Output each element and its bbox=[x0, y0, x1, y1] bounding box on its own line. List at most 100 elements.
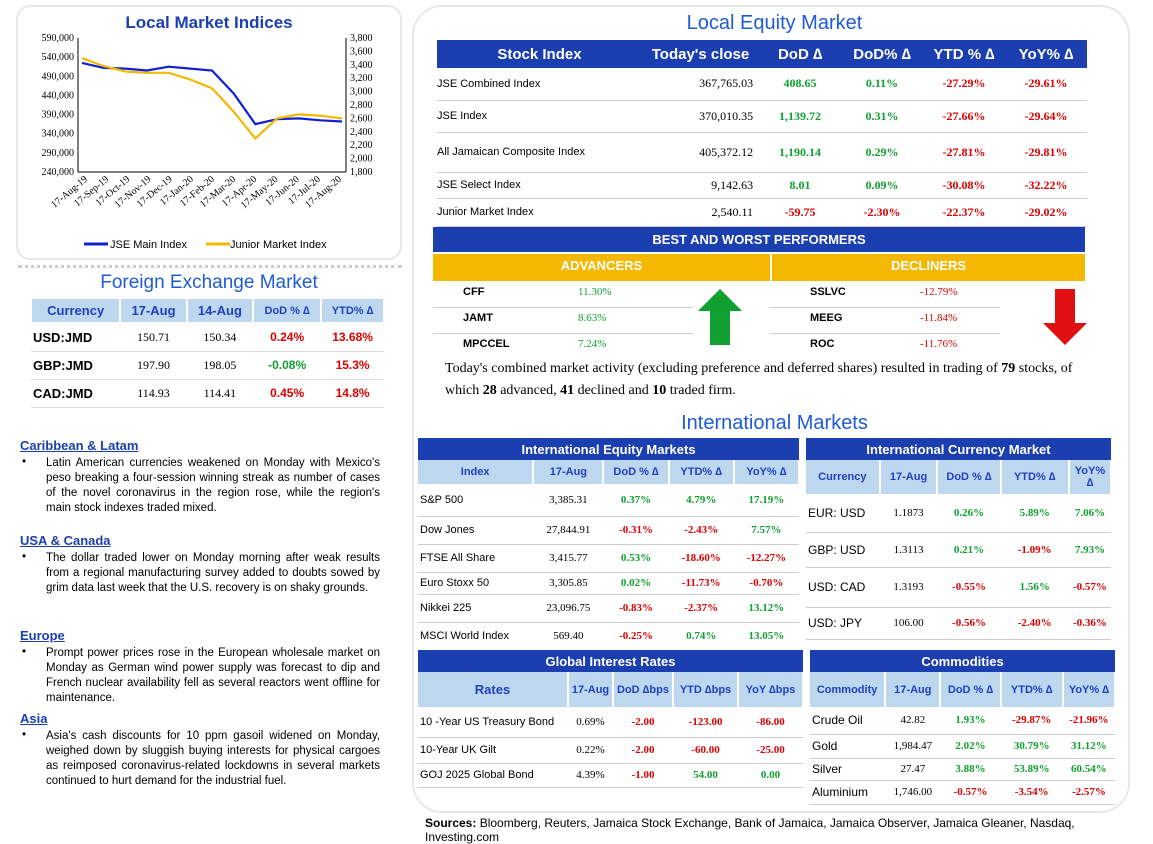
intl-currency-table: International Currency Market Currency 17-… bbox=[806, 438, 1113, 640]
right-tick-label: 2,400 bbox=[350, 127, 373, 138]
comm-yoy: -2.57% bbox=[1071, 786, 1106, 798]
market-indices-chart: 590,000 540,000 490,000 440,000 390,000 340,0… bbox=[42, 33, 373, 251]
ieq-row: Dow Jones 27,844.91 -0.31% -2.43% 7.57% bbox=[418, 516, 799, 544]
comm-header-cell: 17-Aug bbox=[885, 672, 942, 707]
sources-label: Sources: bbox=[425, 816, 477, 830]
comm-header-row: Commodity 17-Aug DoD % ∆ YTD% ∆ YoY% ∆ bbox=[810, 672, 1117, 707]
performer-symbol: MPCCEL bbox=[463, 338, 510, 350]
bullet-icon: • bbox=[22, 551, 27, 563]
rates-ytd: -123.00 bbox=[688, 715, 723, 728]
left-tick-label: 590,000 bbox=[42, 33, 75, 44]
fx-current: 114.93 bbox=[137, 385, 170, 400]
news-item: • Prompt power prices rose in the Europe… bbox=[20, 646, 380, 706]
summary-text-3: advanced, bbox=[496, 383, 561, 398]
ieq-yoy: 13.05% bbox=[748, 630, 785, 642]
right-tick-label: 2,800 bbox=[350, 100, 373, 111]
up-arrow-icon bbox=[698, 289, 742, 345]
equity-yoy: -29.64% bbox=[1024, 108, 1068, 123]
icur-ytd: 1.56% bbox=[1019, 581, 1050, 593]
ieq-name: Dow Jones bbox=[420, 524, 475, 536]
ieq-header-cell: DoD % ∆ bbox=[603, 460, 670, 484]
right-tick-label: 2,600 bbox=[350, 113, 373, 124]
fx-dod: -0.08% bbox=[268, 358, 307, 372]
equity-ytd: -27.29% bbox=[942, 76, 986, 91]
icur-header-cell: YoY% ∆ bbox=[1068, 460, 1113, 494]
comm-dod: -0.57% bbox=[953, 786, 988, 798]
icur-ytd: 5.89% bbox=[1019, 506, 1050, 519]
rates-header-cell: 17-Aug bbox=[568, 672, 614, 707]
ieq-row: FTSE All Share 3,415.77 0.53% -18.60% -1… bbox=[418, 544, 799, 572]
ieq-ytd: 4.79% bbox=[686, 493, 717, 506]
fx-header-cell: 14-Aug bbox=[185, 297, 255, 324]
ieq-row: S&P 500 3,385.31 0.37% 4.79% 17.19% bbox=[418, 484, 799, 516]
equity-table: Stock Index Today's close DoD ∆ DoD% ∆ YTD %… bbox=[437, 40, 1087, 227]
ieq-name: MSCI World Index bbox=[420, 630, 510, 642]
comm-header-cell: DoD % ∆ bbox=[940, 672, 1002, 707]
news-block: Europe • Prompt power prices rose in the… bbox=[20, 628, 380, 706]
rates-value: 4.39% bbox=[576, 769, 605, 781]
performer-row: MPCCEL 7.24% bbox=[433, 334, 693, 355]
ieq-header-cell: YTD% ∆ bbox=[668, 460, 735, 484]
fx-ytd: 15.3% bbox=[335, 358, 370, 372]
fx-current: 197.90 bbox=[136, 357, 170, 372]
equity-title: Local Equity Market bbox=[686, 12, 863, 34]
icur-name: USD: JPY bbox=[808, 616, 863, 630]
icur-dod: 0.26% bbox=[953, 506, 985, 519]
equity-dod-pct: 0.31% bbox=[865, 108, 899, 123]
declined-count: 41 bbox=[560, 383, 575, 398]
icur-row: GBP: USD 1.3113 0.21% -1.09% 7.93% bbox=[806, 532, 1111, 567]
equity-index-name: Junior Market Index bbox=[437, 206, 534, 218]
icur-name: EUR: USD bbox=[808, 505, 866, 520]
separator bbox=[18, 265, 402, 268]
equity-ytd: -27.66% bbox=[942, 108, 986, 123]
ieq-yoy: 7.57% bbox=[751, 524, 782, 536]
news-heading: Europe bbox=[20, 628, 65, 643]
fx-ytd: 13.68% bbox=[332, 330, 373, 345]
fx-row: USD:JMD 150.71 150.34 0.24% 13.68% bbox=[31, 323, 384, 351]
interest-rates-table: Global Interest Rates Rates 17-Aug DoD ∆bps… bbox=[418, 650, 804, 788]
chart-title: Local Market Indices bbox=[125, 13, 293, 32]
ieq-ytd: -11.73% bbox=[681, 577, 721, 589]
fx-currency: CAD:JMD bbox=[33, 385, 93, 401]
ieq-value: 3,385.31 bbox=[549, 493, 588, 506]
performer-row: CFF 11.30% bbox=[433, 282, 693, 308]
performer-row: ROC -11.76% bbox=[770, 334, 1000, 355]
rates-name: GOJ 2025 Global Bond bbox=[420, 769, 534, 781]
total-stocks: 79 bbox=[1001, 361, 1016, 376]
ieq-yoy: 13.12% bbox=[748, 602, 785, 614]
rates-yoy: -25.00 bbox=[756, 744, 785, 756]
right-tick-label: 3,400 bbox=[350, 60, 373, 71]
rates-yoy: -86.00 bbox=[756, 715, 785, 728]
icur-name: GBP: USD bbox=[808, 542, 866, 557]
equity-dod-pct: 0.11% bbox=[865, 76, 899, 91]
commodities-table: Commodities Commodity 17-Aug DoD % ∆ YTD% ∆ Y… bbox=[810, 650, 1117, 805]
fx-dod: 0.24% bbox=[270, 330, 305, 345]
legend-main-label: JSE Main Index bbox=[110, 239, 188, 251]
ieq-name: FTSE All Share bbox=[420, 552, 496, 564]
decliners-list: SSLVC -12.79% MEEG -11.84% ROC -11.76% bbox=[770, 282, 1000, 355]
fx-table: Currency 17-Aug 14-Aug DoD % ∆ YTD% ∆ USD:JM… bbox=[29, 297, 385, 408]
comm-dod: 3.88% bbox=[955, 763, 986, 775]
icur-value: 1.3193 bbox=[893, 581, 924, 593]
chart-panel bbox=[16, 5, 402, 260]
right-tick-label: 3,200 bbox=[350, 73, 373, 84]
right-tick-label: 2,200 bbox=[350, 140, 373, 151]
icur-header-cell: Currency bbox=[806, 460, 881, 494]
bullet-icon: • bbox=[22, 729, 27, 741]
icur-row: USD: CAD 1.3193 -0.55% 1.56% -0.57% bbox=[806, 567, 1111, 607]
comm-name: Silver bbox=[812, 762, 843, 776]
comm-yoy: 60.54% bbox=[1071, 763, 1107, 775]
series-line bbox=[81, 57, 343, 141]
comm-name: Gold bbox=[812, 739, 838, 753]
equity-row: All Jamaican Composite Index 405,372.12 … bbox=[437, 132, 1087, 172]
bullet-icon: • bbox=[22, 646, 27, 658]
equity-dod: 1,190.14 bbox=[779, 144, 822, 159]
news-block: USA & Canada • The dollar traded lower o… bbox=[20, 533, 380, 596]
equity-dod: -59.75 bbox=[784, 204, 816, 219]
news-text: The dollar traded lower on Monday mornin… bbox=[46, 552, 380, 594]
news-item: • The dollar traded lower on Monday morn… bbox=[20, 551, 380, 596]
rates-ytd: -60.00 bbox=[691, 744, 720, 756]
equity-close: 367,765.03 bbox=[699, 76, 754, 91]
left-tick-label: 540,000 bbox=[42, 52, 75, 63]
comm-row: Silver 27.47 3.88% 53.89% 60.54% bbox=[810, 758, 1115, 780]
